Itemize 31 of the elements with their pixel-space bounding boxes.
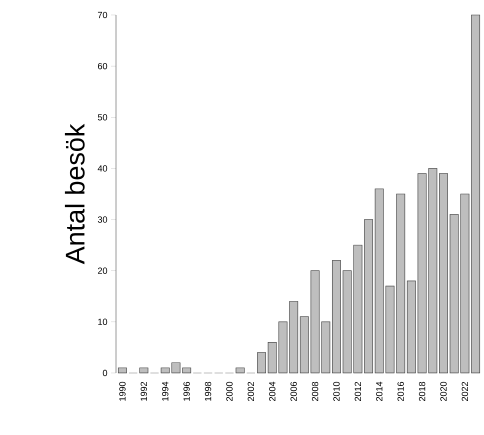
x-tick-label: 2008 bbox=[312, 382, 318, 401]
x-tick-label: 1994 bbox=[162, 382, 168, 401]
y-tick-label: 70 bbox=[98, 12, 108, 18]
x-tick-label: 1992 bbox=[140, 382, 148, 401]
x-tick-label: 1990 bbox=[119, 382, 126, 401]
y-tick-label: 50 bbox=[98, 114, 108, 120]
x-tick-label: 2014 bbox=[376, 382, 382, 401]
y-tick-label: 60 bbox=[98, 62, 108, 70]
y-axis-title: Antal besök bbox=[64, 124, 85, 264]
y-tick-label: 0 bbox=[102, 370, 108, 376]
bar bbox=[160, 368, 170, 374]
x-tick-label: 2004 bbox=[269, 382, 276, 401]
bar bbox=[236, 368, 245, 374]
x-tick-label: 2020 bbox=[440, 382, 447, 401]
y-tick-label: 20 bbox=[98, 268, 108, 274]
y-tick-label: 30 bbox=[98, 216, 108, 223]
x-tick-label: 1996 bbox=[183, 382, 190, 401]
bar bbox=[257, 352, 266, 374]
x-tick-label: 2016 bbox=[397, 382, 404, 401]
x-tick-label: 2018 bbox=[418, 382, 426, 401]
bar bbox=[139, 368, 148, 374]
x-tick-label: 2022 bbox=[462, 382, 468, 401]
y-tick-label: 10 bbox=[98, 318, 108, 326]
x-tick-label: 1998 bbox=[204, 382, 212, 401]
x-tick-label: 2006 bbox=[290, 382, 297, 401]
bar bbox=[118, 368, 127, 374]
y-tick-label: 40 bbox=[98, 165, 108, 172]
x-tick-label: 2012 bbox=[354, 382, 362, 401]
x-tick-label: 2010 bbox=[333, 382, 340, 401]
x-tick-label: 2002 bbox=[248, 382, 254, 401]
x-tick-label: 2000 bbox=[226, 382, 233, 401]
